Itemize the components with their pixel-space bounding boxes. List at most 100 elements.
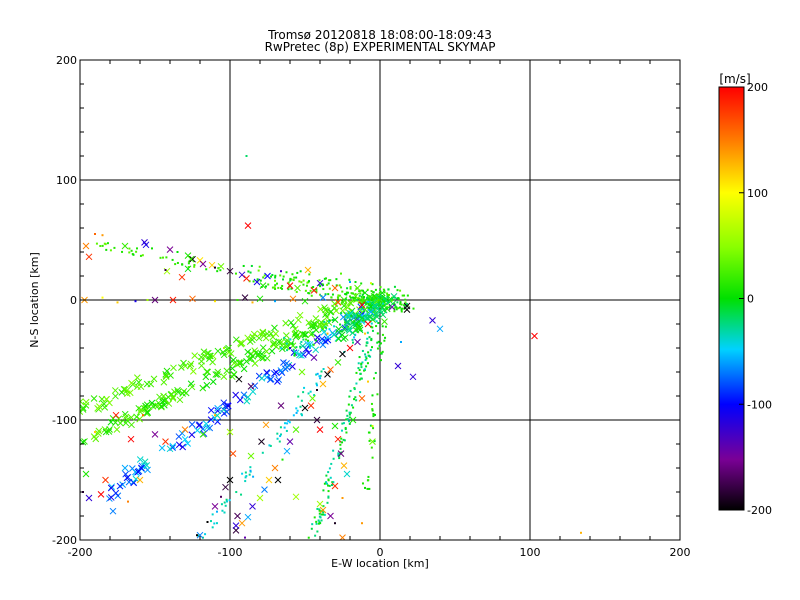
data-point-dot xyxy=(360,362,363,365)
data-point-dot xyxy=(316,372,319,375)
data-point-cross xyxy=(158,403,165,411)
x-tick-label: 0 xyxy=(377,546,384,559)
data-point-cross xyxy=(137,406,145,413)
data-point-dot xyxy=(368,302,371,305)
data-point-dot xyxy=(249,271,252,274)
data-point-dot xyxy=(367,380,369,383)
data-point-cross xyxy=(222,402,229,410)
data-point-dot xyxy=(326,482,329,485)
data-point-cross xyxy=(180,388,188,395)
data-point-dot xyxy=(359,372,362,375)
data-point-cross xyxy=(268,347,276,355)
data-point-dot xyxy=(305,338,308,341)
data-point-dot xyxy=(353,398,356,401)
data-point-dot xyxy=(367,479,370,482)
data-point-dot xyxy=(320,513,323,516)
data-point-dot xyxy=(219,269,222,272)
data-point-cross xyxy=(305,349,312,357)
data-point-dot xyxy=(285,271,288,274)
data-point-dot xyxy=(308,273,311,276)
axis-ticks: -200 -100 0 100 200 -200 -100 0 100 200 xyxy=(52,54,690,559)
data-point-cross xyxy=(112,392,119,400)
data-point-dot xyxy=(99,245,102,248)
data-point-dot xyxy=(121,250,124,253)
data-point-cross xyxy=(102,476,109,484)
data-point-cross xyxy=(271,464,279,472)
data-point-dot xyxy=(366,487,369,490)
data-point-dot xyxy=(297,395,300,398)
data-point-cross xyxy=(80,408,84,415)
data-point-dot xyxy=(277,286,280,289)
data-point-dot xyxy=(367,475,370,478)
data-point-dot xyxy=(276,437,279,440)
data-point-dot xyxy=(370,322,373,325)
data-point-dot xyxy=(226,500,229,503)
data-point-cross xyxy=(345,318,352,326)
data-point-dot xyxy=(325,474,328,477)
data-point-cross xyxy=(122,413,130,421)
data-point-cross xyxy=(312,346,320,354)
data-point-dot xyxy=(279,274,282,277)
data-point-cross xyxy=(214,368,222,376)
data-point-dot xyxy=(284,422,287,425)
data-point-cross xyxy=(340,462,348,469)
data-point-dot xyxy=(214,414,216,417)
x-tick-label: -100 xyxy=(218,546,243,559)
data-point-dot xyxy=(247,270,250,273)
data-point-dot xyxy=(300,399,303,402)
data-point-cross xyxy=(151,431,159,438)
data-point-cross xyxy=(243,275,250,282)
data-point-dot xyxy=(399,302,402,305)
data-point-cross xyxy=(142,402,149,410)
data-point-dot xyxy=(367,351,370,354)
data-point-dot xyxy=(287,281,290,284)
data-point-dot xyxy=(371,408,374,411)
data-point-dot xyxy=(293,352,296,355)
y-tick-label: -100 xyxy=(52,414,77,427)
data-point-cross xyxy=(122,419,130,427)
data-point-dot xyxy=(365,344,368,347)
data-point-dot xyxy=(315,382,318,385)
data-point-cross xyxy=(358,301,366,309)
data-point-cross xyxy=(346,327,353,334)
data-point-cross xyxy=(394,362,402,370)
data-point-cross xyxy=(95,403,103,410)
data-point-dot xyxy=(364,353,367,356)
data-point-dot xyxy=(318,279,321,282)
data-point-dot xyxy=(104,243,107,246)
data-point-cross xyxy=(106,399,113,407)
data-point-dot xyxy=(271,286,274,289)
data-point-dot xyxy=(348,422,351,425)
data-point-cross xyxy=(370,293,378,300)
data-point-dot xyxy=(358,356,361,359)
data-point-dot xyxy=(364,486,367,489)
data-point-cross xyxy=(286,438,294,445)
data-point-dot xyxy=(317,519,320,522)
data-point-dot xyxy=(303,386,306,389)
data-point-cross xyxy=(277,402,285,409)
data-point-dot xyxy=(354,293,357,296)
data-point-dot xyxy=(394,296,396,299)
data-point-dot xyxy=(376,393,379,396)
data-point-dot xyxy=(235,491,238,494)
data-point-cross xyxy=(237,339,244,347)
data-point-dot xyxy=(340,272,342,275)
data-point-dot xyxy=(307,392,310,395)
data-point-cross xyxy=(236,360,243,367)
data-point-dot xyxy=(345,418,348,421)
data-point-dot xyxy=(318,375,321,378)
data-point-dot xyxy=(295,407,298,410)
data-point-dot xyxy=(132,253,135,256)
data-point-dot xyxy=(285,429,288,432)
data-point-cross xyxy=(106,495,113,502)
data-point-cross xyxy=(305,319,313,327)
data-point-dot xyxy=(109,249,112,252)
data-point-dot xyxy=(348,413,351,416)
data-point-cross xyxy=(361,306,369,313)
data-point-cross xyxy=(355,325,362,332)
data-point-dot xyxy=(362,291,365,294)
data-point-dot xyxy=(293,350,296,353)
data-point-dot xyxy=(274,276,277,279)
data-point-dot xyxy=(236,299,239,301)
data-point-cross xyxy=(133,383,141,390)
